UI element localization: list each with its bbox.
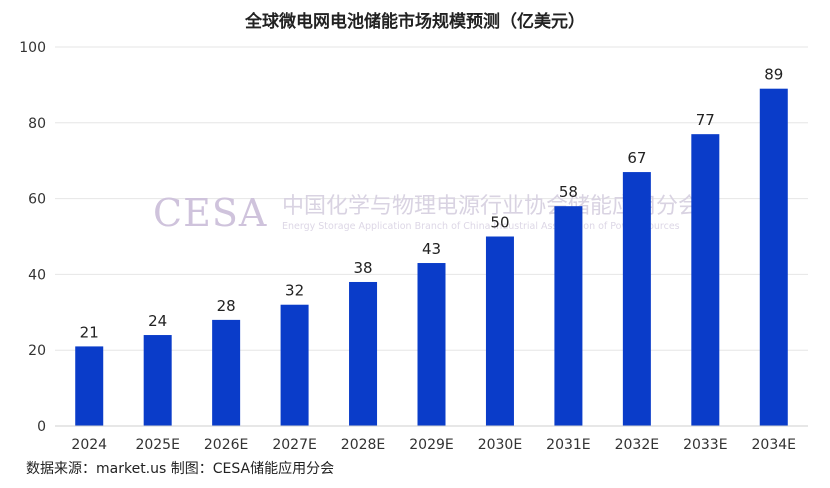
chart-title: 全球微电网电池储能市场规模预测（亿美元） (244, 11, 585, 32)
watermark-en-text: Energy Storage Application Branch of Chi… (282, 221, 680, 232)
x-axis: 2024 2025E 2026E 2027E 2028E 2029E 2030E 2031E 2… (71, 437, 796, 453)
y-axis: 0 20 40 60 80 100 (19, 40, 808, 435)
bar (349, 281, 378, 426)
data-label: 21 (80, 323, 99, 341)
y-tick-label: 40 (28, 267, 46, 283)
y-tick-label: 20 (28, 343, 46, 359)
x-tick-label: 2025E (135, 437, 179, 453)
gridlines (55, 46, 808, 351)
bar (759, 88, 788, 426)
watermark-logo: CESA (153, 191, 267, 235)
data-label: 28 (217, 297, 236, 315)
data-label: 32 (285, 282, 304, 300)
x-tick-label: 2032E (615, 437, 659, 453)
x-tick-label: 2028E (341, 437, 385, 453)
source-note: 数据来源：market.us 制图：CESA储能应用分会 (26, 461, 335, 477)
data-label: 50 (490, 214, 509, 232)
bar (622, 172, 651, 426)
data-label: 67 (627, 149, 646, 167)
x-tick-label: 2034E (752, 437, 796, 453)
watermark: CESA 中国化学与物理电源行业协会储能应用分会 Energy Storage … (153, 191, 700, 235)
data-label: 24 (148, 312, 167, 330)
data-label: 38 (353, 259, 372, 277)
bar (280, 304, 309, 426)
x-tick-label: 2026E (204, 437, 248, 453)
x-tick-label: 2030E (478, 437, 522, 453)
bar (417, 263, 446, 426)
data-labels: 21 24 28 32 38 43 50 58 67 77 89 (80, 66, 784, 342)
y-tick-label: 100 (19, 40, 46, 56)
x-tick-label: 2029E (409, 437, 453, 453)
y-tick-label: 0 (37, 419, 46, 435)
bar (75, 346, 104, 426)
bar (212, 319, 241, 426)
y-tick-label: 60 (28, 192, 46, 208)
data-label: 77 (696, 111, 715, 129)
y-tick-label: 80 (28, 116, 46, 132)
x-tick-label: 2027E (272, 437, 316, 453)
x-tick-label: 2024 (71, 437, 107, 453)
bar (554, 206, 583, 426)
bar (691, 134, 720, 427)
bar (143, 335, 172, 426)
x-tick-label: 2033E (683, 437, 727, 453)
bar (485, 236, 514, 426)
data-label: 43 (422, 240, 441, 258)
x-tick-label: 2031E (546, 437, 590, 453)
bars (75, 88, 788, 427)
data-label: 58 (559, 183, 578, 201)
data-label: 89 (764, 66, 783, 84)
